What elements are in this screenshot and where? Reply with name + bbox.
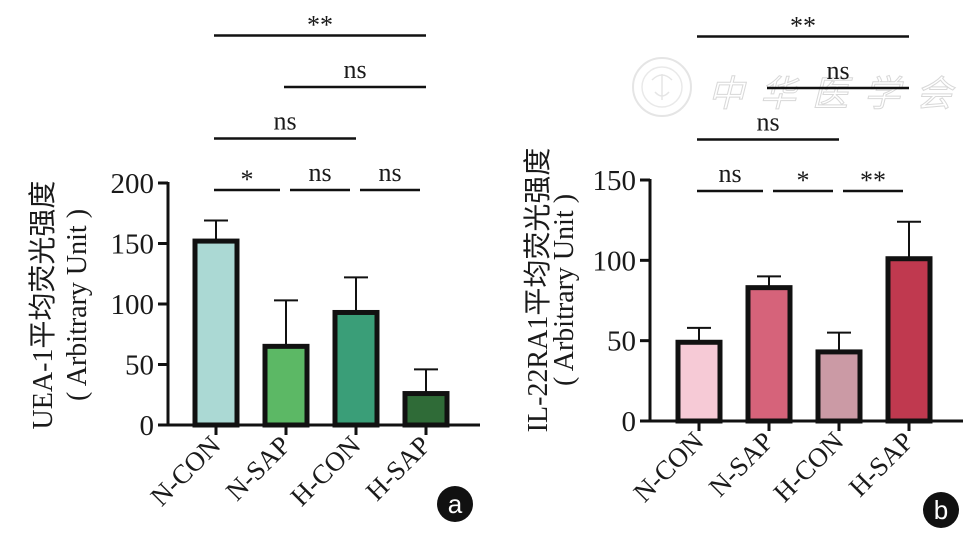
significance-label: ns	[826, 56, 849, 85]
bar-n-con	[675, 339, 723, 424]
panel-a-badge: a	[437, 486, 473, 522]
y-tick-label: 150	[111, 229, 155, 261]
panel-a-y-axis-title: UEA-1平均荧光强度 ( Arbitrary Unit )	[27, 181, 93, 430]
x-tick-label: H-SAP	[360, 430, 436, 506]
significance-label: ns	[343, 55, 366, 84]
bar-h-sap	[885, 256, 933, 424]
y-tick-label: 200	[111, 168, 155, 200]
significance-label: ns	[378, 158, 401, 187]
x-tick-label: N-SAP	[220, 430, 296, 506]
y-tick-label: 100	[593, 245, 637, 277]
watermark-text: 中华医学会	[708, 74, 968, 114]
bar-h-con	[815, 349, 863, 424]
panel-b-y-ticks: 0 50 100 150	[593, 165, 650, 438]
panel-b-y-axis-title: IL-22RA1平均荧光强度 ( Arbitrary Unit )	[522, 148, 580, 433]
panel-a-ylabel: UEA-1平均荧光强度	[27, 181, 59, 430]
panel-b-ylabel: IL-22RA1平均荧光强度	[522, 148, 554, 433]
y-tick-label: 100	[111, 289, 155, 321]
significance-label: ns	[756, 108, 779, 137]
watermark-seal-icon	[632, 57, 692, 117]
x-tick-label: H-CON	[285, 430, 367, 512]
panel-b-bars	[675, 220, 933, 424]
significance-label: **	[307, 11, 333, 40]
panel-b-badge: b	[923, 492, 959, 528]
significance-label: **	[860, 166, 886, 195]
panel-a-bars	[192, 219, 450, 428]
significance-label: **	[790, 12, 816, 41]
significance-label: ns	[308, 158, 331, 187]
x-tick-label: N-SAP	[703, 426, 779, 502]
panel-a-chart: UEA-1平均荧光强度 ( Arbitrary Unit ) 0 50 100 150…	[27, 11, 480, 522]
panel-a-letter: a	[448, 489, 463, 519]
panel-a-y-ticks: 0 50 100 150 200	[111, 168, 168, 442]
bar-n-sap	[745, 285, 793, 424]
y-tick-label: 150	[593, 165, 637, 197]
panel-b-letter: b	[934, 495, 948, 525]
bar-h-con	[332, 309, 380, 428]
x-tick-label: H-SAP	[843, 426, 919, 502]
x-tick-label: H-CON	[768, 426, 850, 508]
y-tick-label: 0	[622, 406, 637, 438]
significance-label: *	[241, 165, 254, 194]
bar-n-con	[192, 238, 240, 428]
significance-label: ns	[273, 107, 296, 136]
y-tick-label: 50	[125, 350, 154, 382]
x-tick-label: N-CON	[145, 430, 227, 512]
y-tick-label: 50	[607, 326, 636, 358]
significance-label: *	[797, 166, 810, 195]
panel-a-ylabel-unit: ( Arbitrary Unit )	[62, 209, 93, 401]
watermark: 中华医学会	[632, 57, 968, 117]
x-tick-label: N-CON	[628, 426, 710, 508]
y-tick-label: 0	[140, 410, 155, 442]
bar-n-sap	[262, 343, 310, 428]
panel-b-ylabel-unit: ( Arbitrary Unit )	[549, 194, 580, 386]
significance-label: ns	[718, 159, 741, 188]
bar-h-sap	[402, 391, 450, 428]
